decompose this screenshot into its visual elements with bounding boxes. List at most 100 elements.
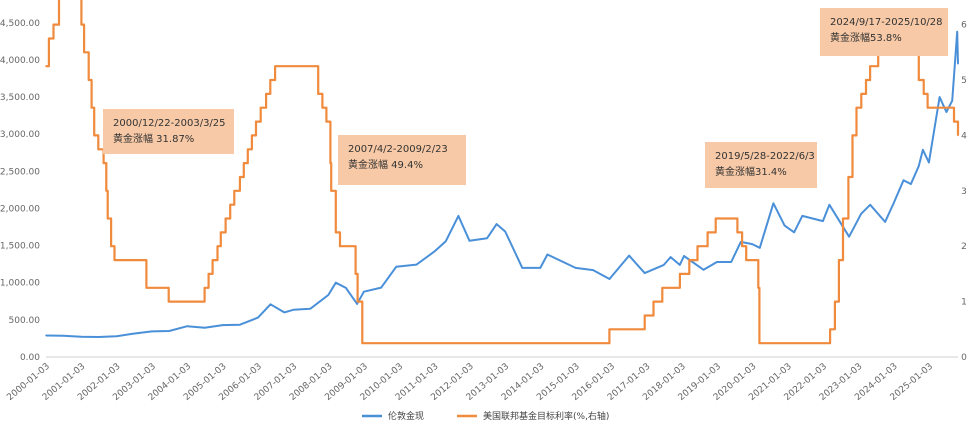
gold-price-point [884,221,886,223]
fed-rate-point [330,190,333,192]
y-right-tick-label: 5 [961,76,967,86]
gold-price-point [822,220,824,222]
gold-price-point [380,286,383,289]
fed-rate-point [339,245,341,247]
fed-rate-point [211,259,214,261]
fed-rate-point [48,37,50,40]
fed-rate-point [229,203,231,206]
gold-price-point [546,253,549,256]
y-left-tick-label: 500.00 [9,316,41,326]
fed-rate-point [239,176,241,178]
fed-rate-point [203,287,206,289]
gold-price-point [504,230,507,233]
fed-rate-point [745,259,747,261]
fed-rate-point [93,134,95,137]
fed-rate-point [847,176,850,178]
fed-rate-point [354,273,357,275]
annotation-gain: 黄金涨幅 31.87% [113,132,194,145]
gold-price-point [730,261,732,263]
gold-price-point [168,330,170,332]
gold-price-point [327,294,330,296]
fed-rate-point [207,273,210,275]
fed-rate-point [829,328,831,331]
gold-price-point [335,281,337,284]
plot-area [45,0,960,345]
gold-price-point [928,161,930,164]
gold-price-point [457,215,460,217]
gold-price-point [679,264,681,266]
gold-price-point [957,62,959,65]
y-right-tick-label: 3 [961,187,967,197]
y-left-tick-label: 4,000.00 [0,56,40,66]
fed-rate-point [838,259,840,261]
y-right-tick-label: 4 [961,131,967,141]
fed-rate-point [356,300,359,303]
gold-price-point [203,326,206,329]
gold-price-point [628,254,630,257]
fed-rate-point [265,93,267,95]
gold-price-point [539,267,542,269]
gold-price-point [574,267,577,269]
gold-price-point [186,325,188,328]
annotation-box: 2019/5/28-2022/6/3 黄金涨幅31.4% [705,142,817,188]
y-left-tick-label: 3,500.00 [0,93,40,103]
gold-price-point [269,303,272,306]
fed-rate-point [167,300,170,303]
gold-price-point [910,183,912,185]
gold-price-point [751,243,753,245]
fed-rate-point [855,106,858,109]
gold-price-point [783,224,786,227]
annotation-period: 2024/9/17-2025/10/28 [830,17,943,28]
annotations: 2000/12/22-2003/3/25 黄金涨幅 31.87% 2007/4/2-… [103,8,948,188]
gold-price-point [669,256,672,258]
fed-rate-point [110,245,112,247]
fed-rate-point [216,245,219,247]
gold-price-point [132,332,135,335]
fed-rate-point [97,148,100,151]
gold-price-point [239,323,241,326]
annotation-gain: 黄金涨幅53.8% [830,31,902,44]
gold-price-point [356,303,358,305]
fed-rate-point [918,79,920,81]
fed-rate-point [251,134,253,137]
gold-price-point [608,278,611,280]
annotation-box: 2000/12/22-2003/3/25 黄金涨幅 31.87% [103,109,234,154]
gold-price-point [292,309,295,311]
fed-rate-point [83,51,85,54]
right-axis: 0 1 2 3 4 5 6 [961,21,967,363]
gold-price-point [97,336,100,338]
fed-rate-point [105,190,108,192]
fed-rate-point [926,106,929,109]
left-axis: 0.00 500.00 1,000.00 1,500.00 2,000.00 2,500.… [0,19,40,363]
fed-rate-point [87,79,90,81]
gold-price-point [151,330,153,333]
gold-price-point [663,264,665,266]
gold-price-point [643,272,646,274]
fed-rate-point [52,23,55,26]
gold-price-point [445,240,447,242]
gold-price-point [801,215,804,217]
annotation-background [338,135,466,185]
fed-rate-point [741,245,743,247]
fed-rate-point [661,287,664,289]
fed-rate-point [274,65,276,67]
gold-price-point [521,267,524,269]
fed-rate-point [643,314,646,317]
fed-rate-point [757,287,760,289]
y-right-tick-label: 1 [961,298,967,308]
fed-rate-point [860,93,863,95]
gold-price-point [257,316,259,319]
gold-price-point [592,269,594,271]
fed-rate-point [688,259,691,261]
fed-rate-point [224,217,227,220]
gold-price-line [45,30,959,338]
fed-rate-point [317,93,320,95]
fed-rate-point [145,287,148,289]
fed-rate-point [957,134,959,137]
gold-price-point [938,96,941,98]
gold-price-point [772,202,775,205]
gold-price-point [62,335,65,337]
fed-rate-point [233,190,236,192]
gold-price-point [945,111,948,113]
fed-rate-point [842,217,844,220]
